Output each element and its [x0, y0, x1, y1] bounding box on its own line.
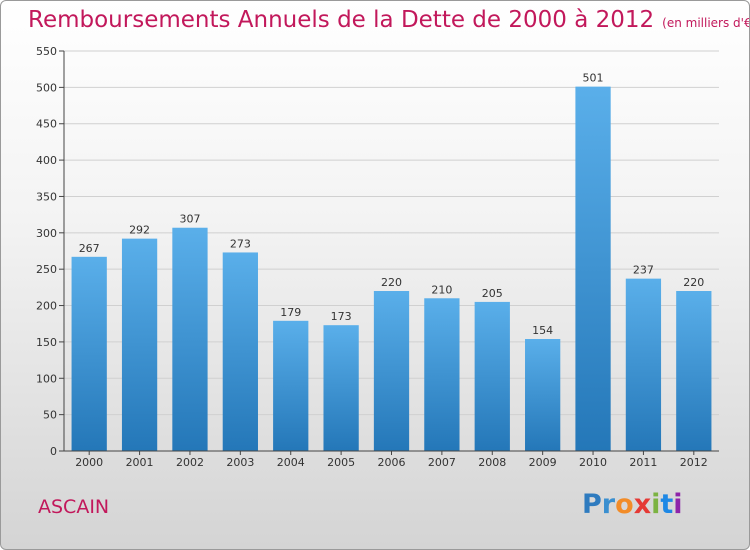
y-tick-label: 500 [36, 81, 57, 94]
y-tick-label: 100 [36, 372, 57, 385]
x-tick-label: 2000 [75, 456, 103, 469]
logo-letter: x [633, 489, 652, 520]
x-tick-label: 2008 [478, 456, 506, 469]
y-tick-label: 0 [50, 445, 57, 458]
chart-title-text: Remboursements Annuels de la Dette de 20… [28, 7, 655, 33]
bar [71, 256, 107, 451]
bar-value-label: 292 [129, 224, 150, 237]
bar [625, 278, 662, 451]
chart-unit: (en milliers d'€) [662, 16, 750, 30]
bar-value-label: 237 [633, 264, 654, 277]
commune-name: ASCAIN [38, 496, 110, 518]
bar-value-label: 267 [79, 242, 100, 255]
x-tick-label: 2003 [226, 456, 254, 469]
bar-value-label: 205 [482, 287, 503, 300]
x-tick-label: 2005 [327, 456, 355, 469]
bar [575, 86, 611, 452]
bar [474, 301, 510, 451]
bar-value-label: 307 [179, 213, 200, 226]
y-tick-label: 200 [36, 300, 57, 313]
logo-letter: o [615, 489, 634, 520]
bar-value-label: 501 [583, 72, 604, 85]
x-tick-label: 2002 [176, 456, 204, 469]
x-tick-label: 2001 [126, 456, 154, 469]
bar [121, 238, 158, 451]
bar [273, 320, 309, 451]
logo-letter: i [673, 489, 683, 520]
bar [323, 325, 359, 451]
y-tick-label: 350 [36, 190, 57, 203]
x-tick-label: 2007 [428, 456, 456, 469]
x-tick-label: 2006 [378, 456, 406, 469]
bar [424, 298, 460, 451]
bar [373, 291, 410, 451]
bar [222, 252, 258, 451]
bar-value-label: 210 [431, 283, 452, 296]
proxiti-logo: Proxiti [582, 489, 683, 520]
x-tick-label: 2011 [629, 456, 657, 469]
logo-letter: P [582, 489, 602, 520]
bar-value-label: 220 [683, 276, 704, 289]
bar-value-label: 220 [381, 276, 402, 289]
x-tick-label: 2012 [680, 456, 708, 469]
y-tick-label: 400 [36, 154, 57, 167]
y-tick-label: 450 [36, 118, 57, 131]
bar [676, 291, 712, 451]
chart-title: Remboursements Annuels de la Dette de 20… [28, 7, 750, 33]
logo-letter: i [651, 489, 661, 520]
y-tick-label: 250 [36, 263, 57, 276]
logo-letter: r [601, 489, 616, 520]
logo-letter: t [660, 489, 674, 520]
x-tick-label: 2009 [529, 456, 557, 469]
x-tick-label: 2010 [579, 456, 607, 469]
bar [525, 339, 561, 451]
bar-value-label: 173 [331, 310, 352, 323]
y-tick-label: 300 [36, 227, 57, 240]
x-tick-label: 2004 [277, 456, 305, 469]
bar-value-label: 273 [230, 237, 251, 250]
y-tick-label: 150 [36, 336, 57, 349]
y-tick-label: 50 [43, 409, 57, 422]
bar-value-label: 154 [532, 324, 553, 337]
bar-value-label: 179 [280, 306, 301, 319]
bar [172, 227, 208, 451]
y-tick-label: 550 [36, 45, 57, 58]
